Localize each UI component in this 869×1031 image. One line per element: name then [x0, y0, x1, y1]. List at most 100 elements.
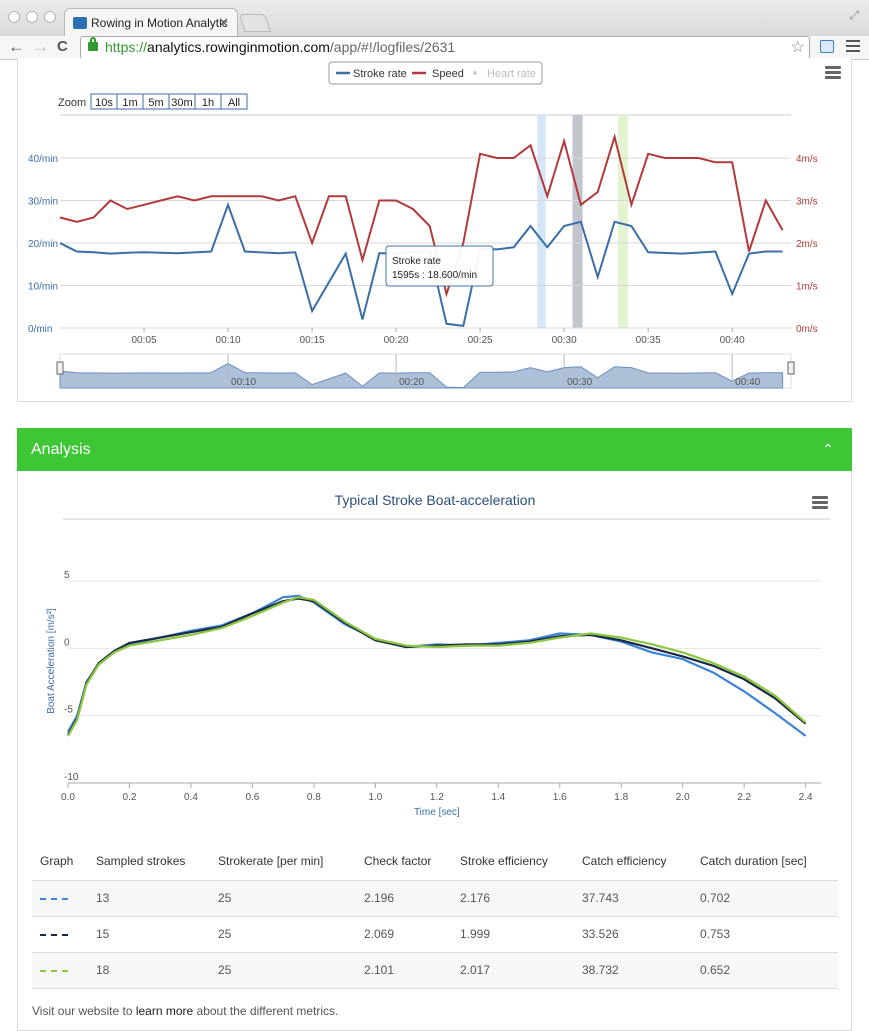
strokerate-cell: 25 — [210, 952, 356, 989]
browser-tab[interactable]: Rowing in Motion Analytic ✕ — [64, 8, 238, 36]
x-axis-label: 00:35 — [636, 335, 661, 346]
url-path: /app/#!/logfiles/2631 — [329, 39, 456, 55]
zoom-button-30m[interactable]: 30m — [168, 93, 196, 110]
reload-button[interactable]: C — [57, 38, 68, 55]
tooltip-value: 1595s : 18.600/min — [392, 270, 477, 281]
legend-swatch-2 — [473, 71, 477, 75]
back-button[interactable]: ← — [8, 37, 25, 56]
legend-box — [328, 61, 543, 85]
zoom-button-label: 10s — [95, 97, 113, 109]
catch-duration-cell: 0.753 — [692, 916, 838, 953]
x-axis-label: 00:20 — [384, 335, 409, 346]
stroke-chart: Typical Stroke Boat-acceleration 5 0 -5 -10 0… — [46, 492, 830, 818]
navigator-area — [59, 362, 784, 389]
stroke-efficiency-cell: 2.017 — [452, 952, 574, 989]
col-catch-duration: Catch duration [sec] — [692, 843, 838, 881]
tab-close-icon[interactable]: ✕ — [218, 15, 229, 30]
metrics-table: Graph Sampled strokes Strokerate [per mi… — [32, 843, 838, 989]
url-scheme: https:// — [105, 39, 148, 55]
zoom-button-5m[interactable]: 5m — [142, 93, 170, 110]
left-axis-label: 20/min — [28, 239, 58, 250]
stroke-efficiency-cell: 2.176 — [452, 880, 574, 917]
stroke-chart-menu-icon[interactable] — [812, 496, 828, 511]
metrics-header-row: Graph Sampled strokes Strokerate [per mi… — [32, 843, 838, 881]
highlight-band-0 — [537, 115, 546, 328]
acceleration-series-1 — [67, 597, 807, 736]
analysis-body: Typical Stroke Boat-acceleration 5 0 -5 -10 0… — [17, 471, 852, 1031]
right-axis-label: 2m/s — [796, 239, 818, 250]
col-graph: Graph — [32, 843, 88, 881]
series-swatch — [40, 897, 68, 900]
analysis-header[interactable]: Analysis ⌃ — [17, 428, 852, 471]
tab-title: Rowing in Motion Analytic — [91, 15, 228, 30]
catch-efficiency-cell: 38.732 — [574, 952, 692, 989]
acceleration-series-0 — [67, 594, 807, 737]
browser-titlebar: Rowing in Motion Analytic ✕ ⤢ — [0, 0, 869, 36]
x-tick-label: 1.4 — [491, 792, 505, 803]
x-tick-label: 0.4 — [184, 792, 198, 803]
highlight-band-1 — [572, 115, 583, 328]
right-axis-label: 1m/s — [796, 282, 818, 293]
learn-more-link[interactable]: learn more — [135, 1004, 194, 1018]
x-axis-label: 00:10 — [216, 335, 241, 346]
bookmark-star-icon[interactable]: ☆ — [790, 39, 805, 56]
table-row: 15 25 2.069 1.999 33.526 0.753 — [32, 916, 838, 953]
y-tick-label: -10 — [64, 772, 79, 783]
check-factor-cell: 2.069 — [356, 916, 452, 953]
navigator-label: 00:20 — [399, 377, 424, 388]
zoom-label: Zoom — [58, 97, 86, 109]
maximize-window-icon[interactable] — [44, 11, 56, 23]
catch-efficiency-cell: 37.743 — [574, 880, 692, 917]
x-tick-label: 1.2 — [430, 792, 444, 803]
footer-text-post: about the different metrics. — [193, 1004, 339, 1018]
x-tick-label: 1.0 — [368, 792, 382, 803]
zoom-button-All[interactable]: All — [220, 93, 248, 110]
x-axis-label: 00:15 — [300, 335, 325, 346]
url-host: analytics.rowinginmotion.com — [147, 39, 330, 55]
rowing-favicon-icon — [73, 17, 87, 29]
series-swatch — [40, 969, 68, 972]
graph-swatch-cell — [32, 880, 88, 917]
graph-swatch-cell — [32, 952, 88, 989]
minimize-window-icon[interactable] — [26, 11, 38, 23]
forward-button[interactable]: → — [32, 37, 49, 56]
x-tick-label: 2.4 — [799, 792, 813, 803]
footer-text-pre: Visit our website to — [32, 1004, 136, 1018]
graph-swatch-cell — [32, 916, 88, 953]
left-axis-label: 10/min — [28, 282, 58, 293]
chart-navigator: 00:10 00:20 00:30 00:40 — [56, 353, 795, 389]
col-strokerate: Strokerate [per min] — [210, 843, 356, 881]
zoom-button-10s[interactable]: 10s — [90, 93, 118, 110]
zoom-button-label: 5m — [148, 97, 163, 109]
chart-tooltip: Stroke rate 1595s : 18.600/min — [385, 245, 494, 287]
right-axis-label: 4m/s — [796, 154, 818, 165]
collapse-chevron-icon[interactable]: ⌃ — [822, 441, 834, 457]
stroke-efficiency-cell: 1.999 — [452, 916, 574, 953]
zoom-button-box — [220, 93, 248, 110]
zoom-button-label: 30m — [171, 97, 192, 109]
col-stroke-efficiency: Stroke efficiency — [452, 843, 574, 881]
navigator-label: 00:30 — [567, 377, 592, 388]
x-tick-label: 0.2 — [123, 792, 137, 803]
zoom-button-label: 1m — [122, 97, 137, 109]
left-axis-label: 40/min — [28, 154, 58, 165]
session-chart-panel: Stroke rate Speed Heart rate Zoom 10s 1m 5m 30m… — [17, 58, 852, 402]
session-chart: Stroke rate Speed Heart rate Zoom 10s 1m 5m 30m… — [28, 61, 818, 389]
extension-icon[interactable] — [820, 40, 834, 53]
browser-toolbar: ← → C https://analytics.rowinginmotion.c… — [0, 36, 869, 60]
navigator-handle-0[interactable] — [56, 361, 64, 375]
close-window-icon[interactable] — [8, 11, 20, 23]
new-tab-button[interactable] — [239, 14, 271, 32]
legend-item-0: Stroke rate — [353, 68, 407, 80]
fullscreen-icon[interactable]: ⤢ — [849, 8, 859, 22]
address-bar[interactable]: https://analytics.rowinginmotion.com/app… — [80, 36, 810, 59]
zoom-button-1m[interactable]: 1m — [116, 93, 144, 110]
browser-menu-icon[interactable] — [846, 40, 860, 55]
check-factor-cell: 2.101 — [356, 952, 452, 989]
table-row: 18 25 2.101 2.017 38.732 0.652 — [32, 952, 838, 989]
navigator-handle-1[interactable] — [787, 361, 795, 375]
zoom-button-1h[interactable]: 1h — [194, 93, 222, 110]
acceleration-series-2 — [67, 596, 807, 737]
navigator-label: 00:40 — [735, 377, 760, 388]
chart-menu-icon[interactable] — [825, 66, 841, 81]
